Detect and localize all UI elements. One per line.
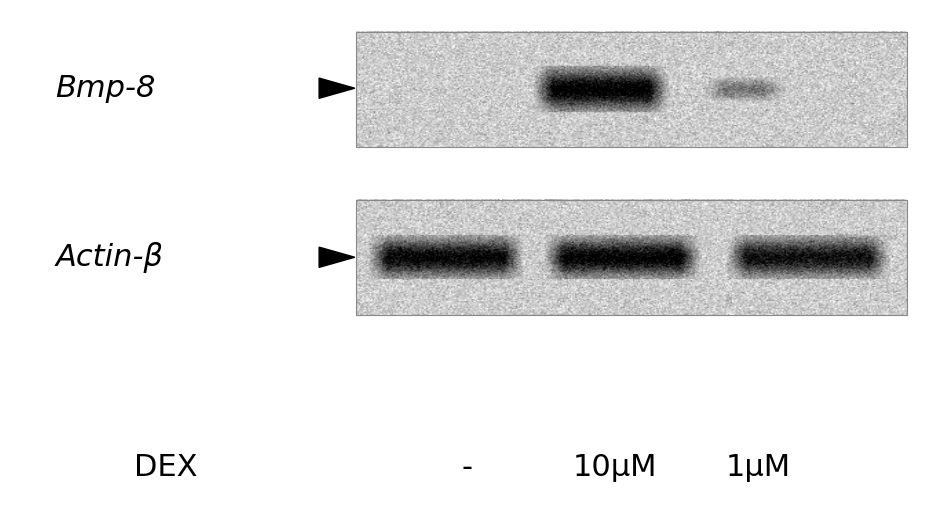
Text: Actin-β: Actin-β bbox=[56, 242, 164, 273]
Bar bbox=[356, 200, 906, 315]
Text: 1μM: 1μM bbox=[726, 453, 791, 482]
Text: 10μM: 10μM bbox=[573, 453, 658, 482]
Polygon shape bbox=[319, 247, 354, 267]
Text: Bmp-8: Bmp-8 bbox=[56, 74, 156, 103]
Polygon shape bbox=[319, 78, 354, 98]
Text: -: - bbox=[462, 453, 473, 482]
Bar bbox=[356, 32, 906, 147]
Text: DEX: DEX bbox=[134, 453, 198, 482]
